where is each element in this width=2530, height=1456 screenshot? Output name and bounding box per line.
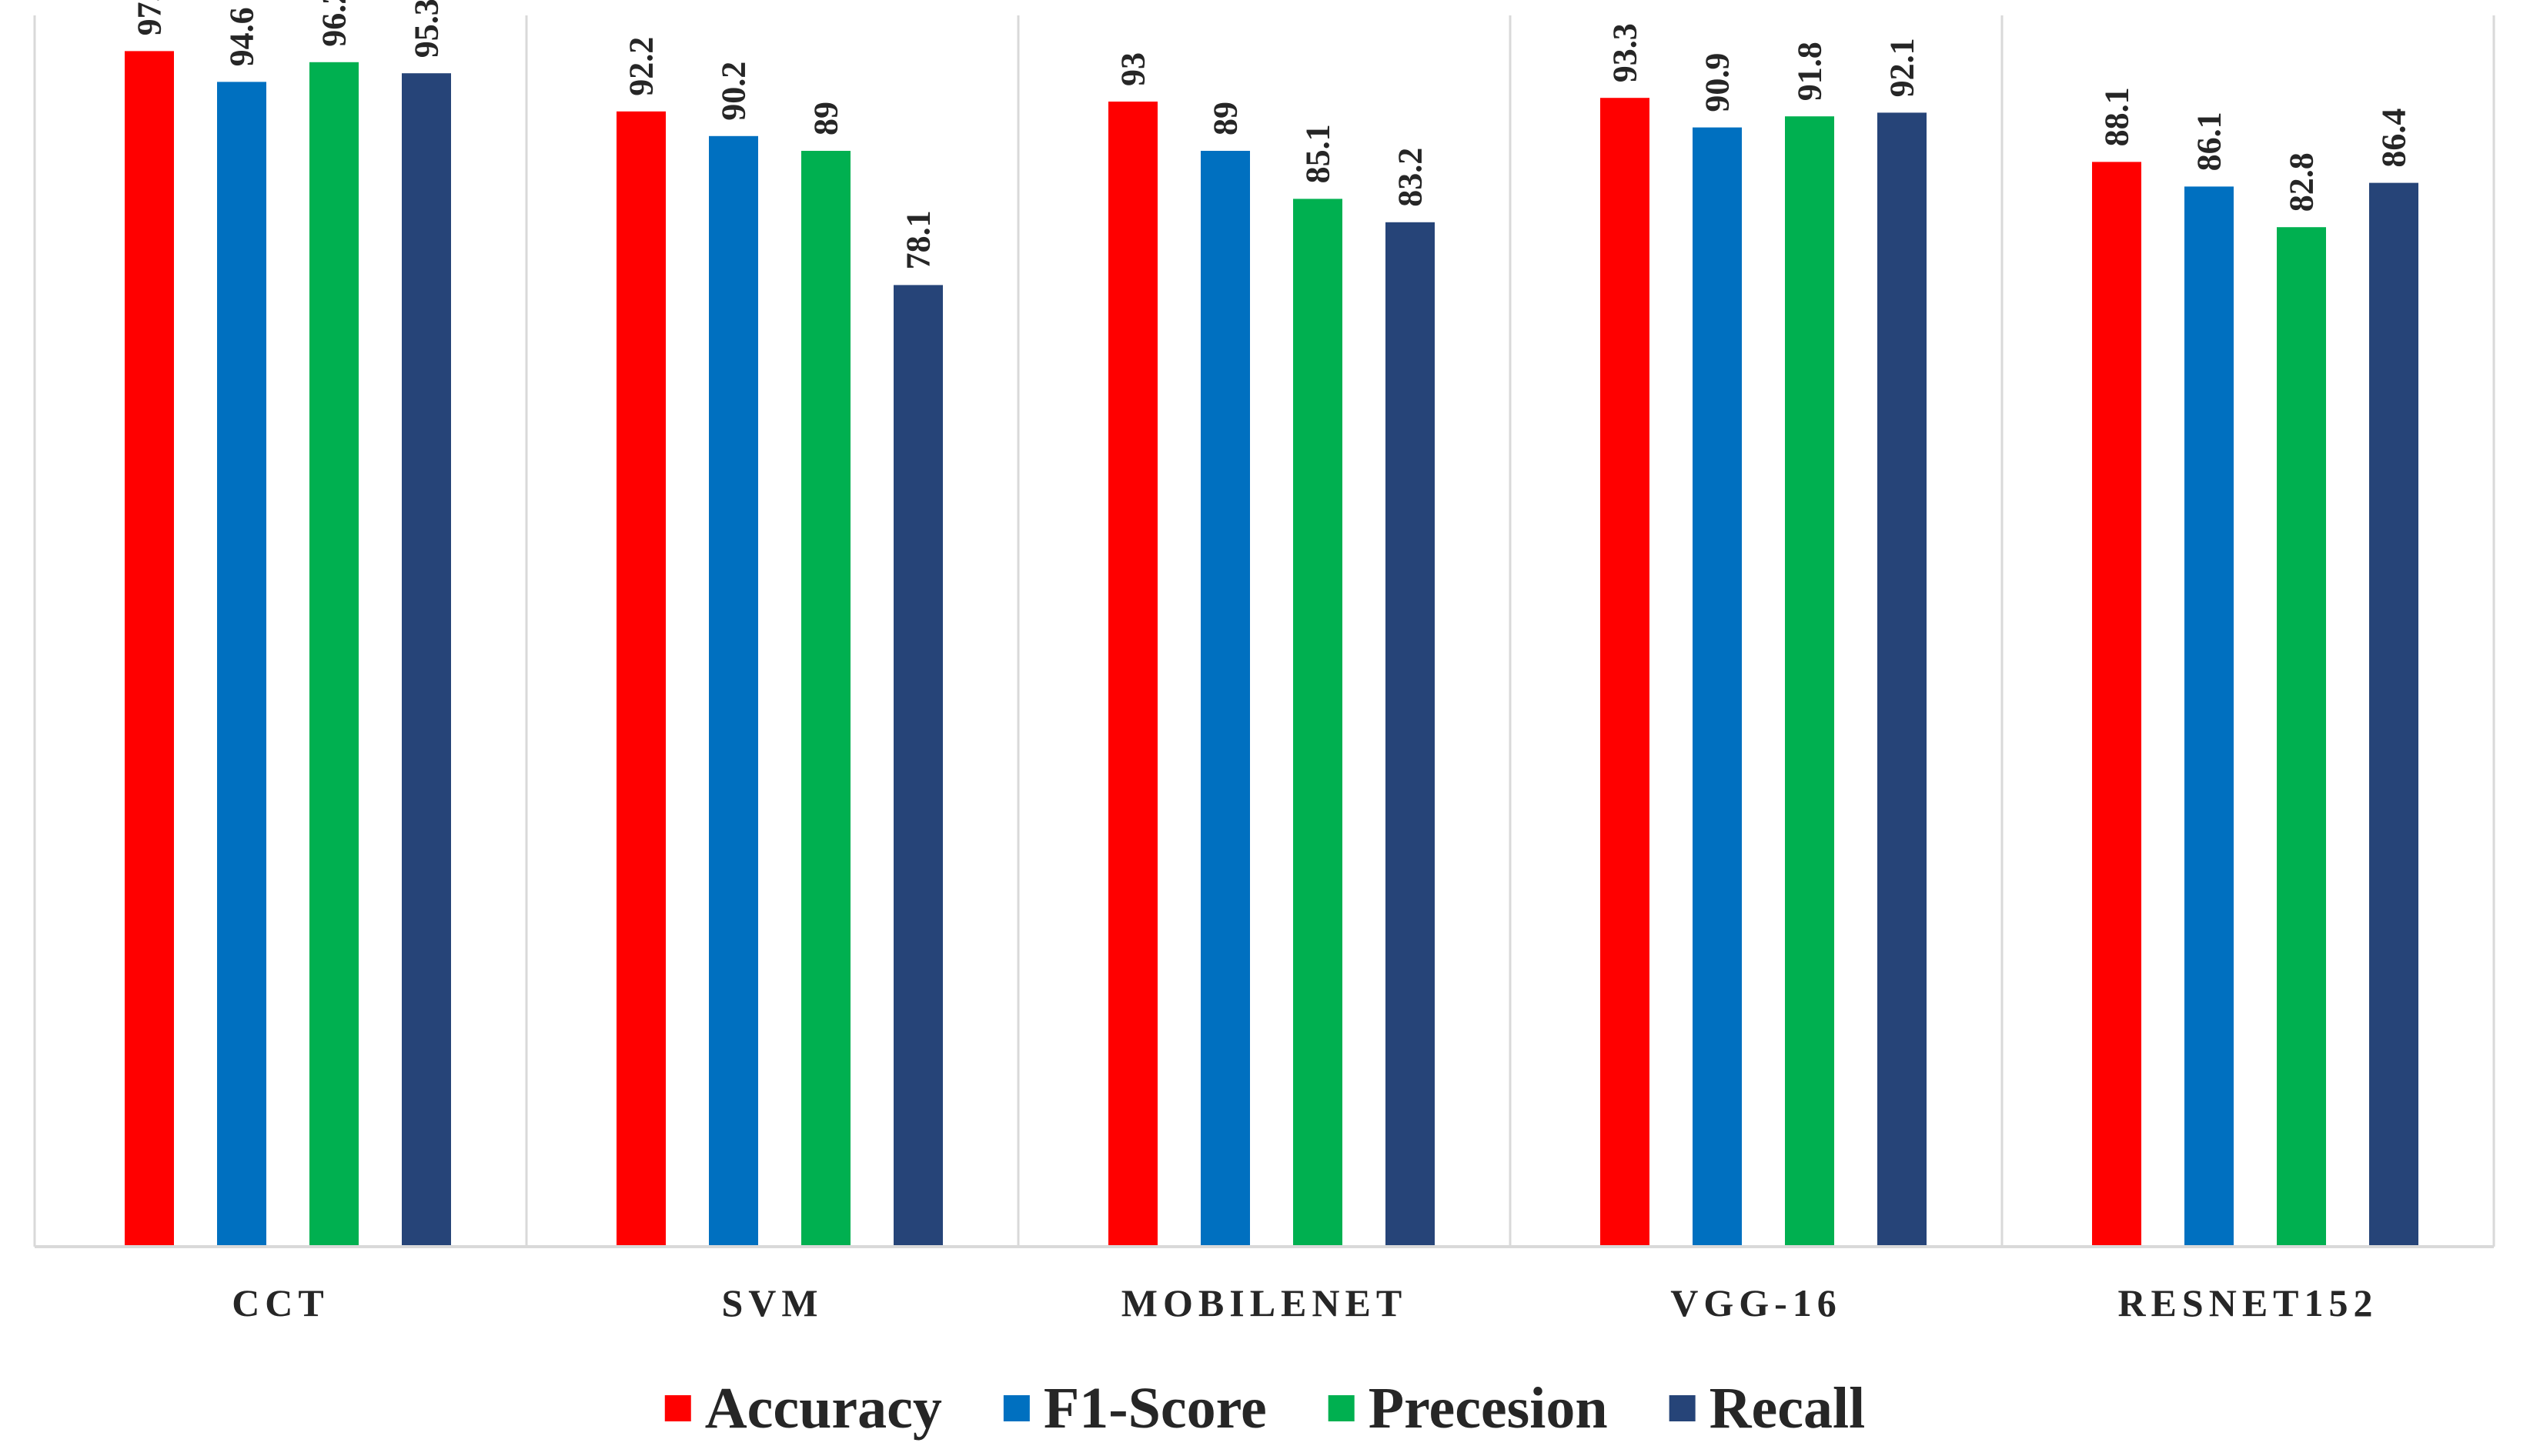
value-label: 96.2	[316, 0, 353, 47]
bar-f1-score-cct	[217, 82, 266, 1247]
value-label: 78.1	[900, 210, 937, 269]
bar-precesion-vgg-16	[1785, 116, 1834, 1247]
value-label: 97.1	[131, 0, 169, 35]
value-label: 82.8	[2283, 152, 2321, 212]
value-label: 94.6	[223, 7, 261, 66]
value-label: 86.1	[2191, 112, 2228, 171]
bar-precesion-resnet152	[2277, 227, 2326, 1247]
bar-f1-score-svm	[709, 135, 758, 1247]
category-separators	[33, 15, 2495, 1247]
value-label: 92.1	[1883, 38, 1921, 97]
legend-label: Recall	[1710, 1376, 1866, 1441]
value-labels: 97.1 94.6 96.2 95.3 92.2 90.2 89 78.1 93 89 85.1 83…	[131, 0, 2413, 269]
bar-accuracy-svm	[617, 111, 666, 1247]
value-label: 93	[1115, 52, 1152, 86]
legend-swatch	[664, 1395, 691, 1421]
value-label: 95.3	[408, 0, 446, 58]
category-label: VGG-16	[1670, 1281, 1842, 1324]
bar-precesion-cct	[309, 62, 359, 1247]
value-label: 83.2	[1392, 148, 1429, 207]
category-labels: CCT SVM MOBILENET VGG-16 RESNET152	[232, 1281, 2378, 1324]
bar-f1-score-mobilenet	[1201, 151, 1250, 1247]
value-label: 89	[1207, 102, 1245, 135]
bars	[125, 51, 2418, 1247]
value-label: 88.1	[2098, 87, 2136, 146]
legend-swatch	[1669, 1395, 1696, 1421]
bar-accuracy-cct	[125, 51, 174, 1247]
value-label: 93.3	[1606, 23, 1644, 82]
bar-recall-resnet152	[2369, 182, 2418, 1247]
bar-accuracy-mobilenet	[1108, 102, 1158, 1247]
legend-label: Accuracy	[705, 1376, 942, 1441]
bar-recall-svm	[894, 285, 943, 1247]
legend-label: F1-Score	[1044, 1376, 1267, 1441]
value-label: 92.2	[623, 37, 660, 96]
value-label: 89	[807, 102, 845, 135]
legend-swatch	[1328, 1395, 1355, 1421]
legend-label: Precesion	[1369, 1376, 1608, 1441]
legend: Accuracy F1-Score Precesion Recall	[664, 1376, 1866, 1441]
value-label: 90.9	[1699, 53, 1736, 112]
legend-item: Precesion	[1328, 1376, 1608, 1441]
value-label: 85.1	[1299, 124, 1337, 183]
bar-recall-vgg-16	[1877, 112, 1927, 1247]
bar-recall-cct	[402, 73, 451, 1247]
value-label: 86.4	[2375, 109, 2413, 168]
bar-f1-score-resnet152	[2184, 186, 2234, 1247]
category-label: MOBILENET	[1121, 1281, 1407, 1324]
legend-item: F1-Score	[1003, 1376, 1267, 1441]
bar-recall-mobilenet	[1385, 222, 1435, 1247]
bar-precesion-svm	[801, 151, 851, 1247]
bar-precesion-mobilenet	[1293, 199, 1342, 1247]
category-label: RESNET152	[2117, 1281, 2378, 1324]
bar-f1-score-vgg-16	[1693, 127, 1742, 1247]
value-label: 91.8	[1791, 42, 1829, 101]
category-label: SVM	[721, 1281, 823, 1324]
legend-item: Recall	[1669, 1376, 1866, 1441]
category-label: CCT	[232, 1281, 329, 1324]
bar-accuracy-vgg-16	[1600, 98, 1649, 1247]
value-label: 90.2	[715, 62, 753, 121]
legend-swatch	[1003, 1395, 1030, 1421]
legend-item: Accuracy	[664, 1376, 942, 1441]
bar-accuracy-resnet152	[2092, 162, 2141, 1247]
